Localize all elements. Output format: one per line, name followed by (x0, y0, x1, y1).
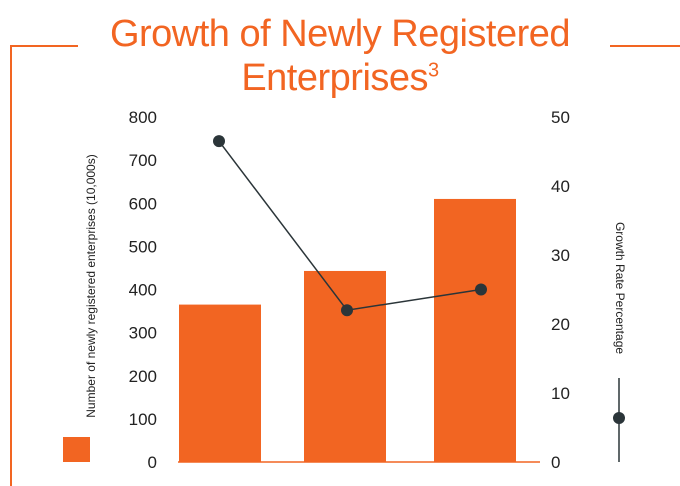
frame-top-right-line (610, 45, 680, 47)
right-tick-label: 50 (551, 108, 570, 127)
left-tick-label: 800 (129, 108, 157, 127)
right-axis-ticks: 0 10 20 30 40 50 (551, 108, 570, 472)
bar (179, 304, 261, 462)
right-tick-label: 40 (551, 177, 570, 196)
bar (304, 270, 386, 462)
chart-title: Growth of Newly Registered Enterprises3 (60, 12, 620, 100)
left-tick-label: 300 (129, 324, 157, 343)
right-tick-label: 20 (551, 315, 570, 334)
frame-left-line (10, 45, 12, 486)
left-tick-label: 0 (148, 453, 157, 472)
line-point (213, 135, 225, 148)
bar-series (179, 198, 516, 462)
right-legend-marker (613, 378, 625, 462)
left-axis-ticks: 0 100 200 300 400 500 600 700 800 (129, 108, 157, 472)
frame-top-left-line (10, 45, 78, 47)
right-axis-label: Growth Rate Percentage (613, 222, 627, 354)
title-footnote-marker: 3 (428, 59, 439, 82)
right-tick-label: 0 (551, 453, 560, 472)
left-tick-label: 100 (129, 410, 157, 429)
left-tick-label: 200 (129, 367, 157, 386)
left-tick-label: 400 (129, 281, 157, 300)
left-tick-label: 600 (129, 194, 157, 213)
line-point (341, 304, 353, 317)
left-legend-swatch (63, 437, 90, 462)
line-series (213, 135, 487, 317)
left-axis-label: Number of newly registered enterprises (… (84, 154, 98, 417)
right-tick-label: 10 (551, 384, 570, 403)
left-tick-label: 500 (129, 237, 157, 256)
chart-title-line2: Enterprises (241, 57, 429, 99)
left-tick-label: 700 (129, 151, 157, 170)
chart-title-line1: Growth of Newly Registered (109, 13, 571, 55)
line-point (475, 283, 487, 296)
right-tick-label: 30 (551, 246, 570, 265)
bar (434, 198, 516, 462)
